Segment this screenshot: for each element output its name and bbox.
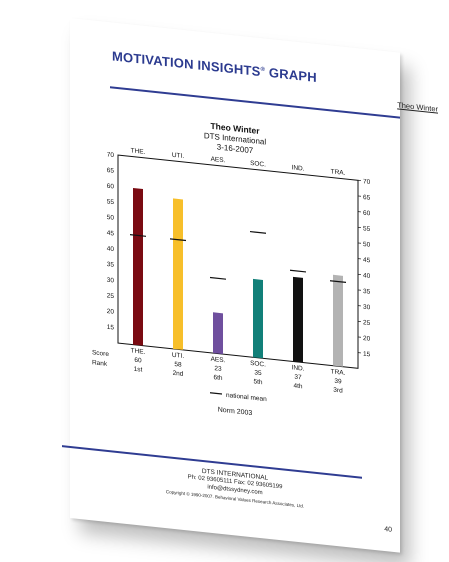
left-axis-tick-label: 15 (107, 324, 115, 332)
score-value-label: 23 (214, 365, 222, 373)
rank-value-label: 2nd (173, 370, 184, 378)
report-page: MOTIVATION INSIGHTS® GRAPH Theo Winter T… (62, 18, 438, 553)
motivation-chart: 15 20 25 30 35 40 45 50 55 60 65 70 15 20 25 30 35 40 45 50… (92, 147, 371, 418)
score-bar (293, 276, 303, 363)
right-axis-tick-label: 30 (363, 304, 371, 312)
rank-value-label: 5th (253, 378, 262, 386)
bottom-category-label: IND. (292, 364, 305, 372)
top-category-label: AES. (211, 156, 226, 165)
left-axis-tick-label: 30 (107, 277, 115, 285)
bottom-category-label: THE. (131, 347, 146, 356)
left-axis-tick-label: 40 (107, 245, 115, 253)
score-bar (133, 187, 143, 346)
legend-mean-swatch (210, 392, 222, 395)
bottom-category-label: AES. (211, 356, 226, 365)
right-axis-tick-label: 60 (363, 210, 371, 218)
left-axis-tick-label: 20 (107, 308, 115, 316)
right-axis-tick-label: 70 (363, 178, 371, 186)
left-axis-tick-label: 60 (107, 183, 115, 191)
national-mean-marker (330, 280, 346, 284)
right-axis-tick-label: 40 (363, 272, 371, 280)
score-value-label: 39 (334, 378, 342, 386)
right-axis-tick-label: 25 (363, 319, 371, 327)
left-axis-tick-label: 45 (107, 230, 115, 238)
left-axis-tick-label: 70 (107, 151, 115, 159)
score-row-label: Score (92, 349, 109, 358)
plot-frame (117, 154, 359, 369)
score-bar (173, 198, 183, 350)
score-bar (253, 278, 263, 359)
national-mean-marker (250, 230, 266, 234)
top-category-label: UTI. (172, 152, 184, 160)
right-axis-tick-label: 45 (363, 257, 371, 265)
right-axis-tick-label: 55 (363, 225, 371, 233)
top-category-label: SOC. (250, 160, 266, 169)
score-value-label: 37 (294, 374, 302, 382)
right-axis-tick-label: 20 (363, 335, 371, 343)
top-category-label: THE. (131, 147, 146, 156)
rank-value-label: 4th (293, 383, 302, 391)
score-value-label: 58 (174, 361, 182, 369)
left-axis-tick-label: 25 (107, 292, 115, 300)
rank-value-label: 6th (213, 374, 222, 382)
national-mean-marker (210, 276, 226, 280)
score-bar (213, 312, 223, 355)
rank-row-label: Rank (92, 359, 108, 368)
right-axis-tick-label: 35 (363, 288, 371, 296)
bottom-category-label: TRA. (331, 368, 346, 377)
national-mean-marker (130, 234, 146, 237)
header-person-name: Theo Winter (397, 100, 438, 114)
left-axis-tick-label: 55 (107, 198, 115, 206)
right-axis-tick-label: 65 (363, 194, 371, 202)
left-axis-tick-label: 65 (107, 167, 115, 175)
legend-mean-label: national mean (226, 392, 267, 403)
bottom-category-label: SOC. (250, 360, 266, 369)
rank-value-label: 1st (134, 366, 143, 374)
norm-label: Norm 2003 (218, 407, 253, 418)
top-category-label: TRA. (331, 168, 346, 177)
score-value-label: 60 (134, 357, 142, 365)
rank-value-label: 3rd (333, 387, 343, 395)
score-value-label: 35 (254, 369, 262, 377)
score-bar (333, 274, 343, 367)
national-mean-marker (290, 269, 306, 273)
top-category-label: IND. (292, 164, 305, 172)
page-number: 40 (384, 526, 392, 534)
right-axis-tick-label: 15 (363, 351, 371, 359)
left-axis-tick-label: 50 (107, 214, 115, 222)
bottom-category-label: UTI. (172, 352, 184, 360)
national-mean-marker (170, 238, 186, 242)
left-axis-tick-label: 35 (107, 261, 115, 269)
right-axis-tick-label: 50 (363, 241, 371, 249)
